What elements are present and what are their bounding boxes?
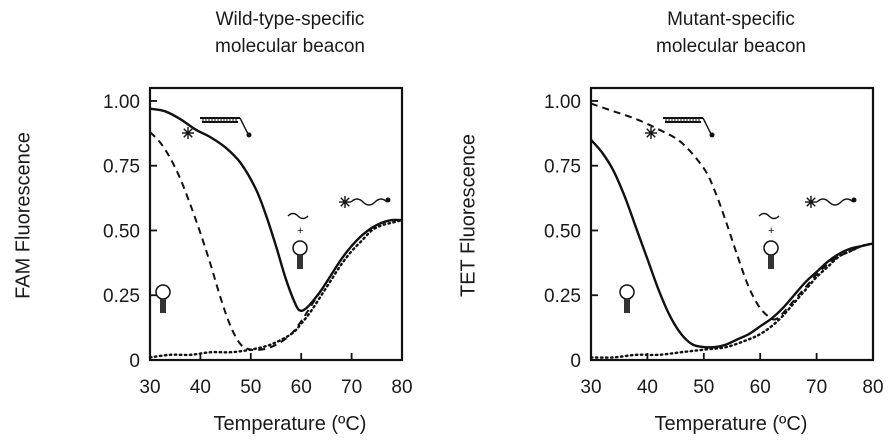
x-tick-label: 80 <box>862 377 883 398</box>
chart-plot-area: 0 0.25 0.50 0.75 1.00 30 40 50 60 70 80 + <box>103 86 413 398</box>
x-tick-label: 30 <box>580 377 601 398</box>
chart-plot-area: 0 0.25 0.50 0.75 1.00 30 40 50 60 70 80 + <box>544 86 884 398</box>
x-tick-label: 40 <box>190 377 211 398</box>
chart-title-line-2: molecular beacon <box>215 36 365 57</box>
chart-title: Wild-type-specific molecular beacon <box>160 6 420 60</box>
series-line-solid <box>149 107 403 313</box>
series-line-dashed <box>590 102 874 321</box>
x-tick-label: 50 <box>693 377 714 398</box>
y-tick-label: 1.00 <box>103 92 140 113</box>
y-tick-label: 0.25 <box>103 286 140 307</box>
x-tick-label: 70 <box>806 377 827 398</box>
chart-title-line-2: molecular beacon <box>656 36 806 57</box>
svg-text:+: + <box>297 225 303 237</box>
x-tick-label: 50 <box>240 377 261 398</box>
chart-panel-mutant: Mutant-specific molecular beacon 0 0.25 0.… <box>447 0 893 448</box>
series-line-dotted <box>148 218 404 359</box>
x-tick-label: 60 <box>750 377 771 398</box>
y-tick-label: 0.50 <box>103 221 140 242</box>
hybrid-duplex-icon <box>182 117 252 139</box>
x-tick-label: 40 <box>637 377 658 398</box>
plot-frame <box>589 86 875 362</box>
y-tick-label: 0.75 <box>544 157 581 178</box>
random-coil-probe-icon <box>805 196 857 208</box>
x-axis-label: Temperature (ºC) <box>213 413 367 435</box>
chart-title-line-1: Mutant-specific <box>667 9 795 30</box>
y-tick-label: 1.00 <box>544 92 581 113</box>
hairpin-plus-target-icon: + <box>287 212 309 269</box>
x-tick-label: 60 <box>291 377 312 398</box>
x-tick-label: 70 <box>341 377 362 398</box>
x-axis-label: Temperature (ºC) <box>654 413 808 435</box>
y-axis-label: FAM Fluorescence <box>12 132 35 299</box>
hairpin-plus-target-icon: + <box>758 212 780 269</box>
chart-title-line-1: Wild-type-specific <box>215 9 365 30</box>
hairpin-probe-icon <box>619 284 635 313</box>
random-coil-probe-icon <box>339 196 391 208</box>
y-tick-label: 0.50 <box>544 221 581 242</box>
x-tick-label: 80 <box>391 377 412 398</box>
hybrid-duplex-icon <box>645 117 715 139</box>
y-tick-label: 0 <box>129 351 140 372</box>
y-tick-label: 0 <box>570 351 581 372</box>
hairpin-probe-icon <box>155 284 171 313</box>
series-line-dotted <box>589 242 875 359</box>
series-line-solid <box>590 139 874 349</box>
x-tick-label: 30 <box>139 377 160 398</box>
chart-title: Mutant-specific molecular beacon <box>601 6 861 60</box>
y-axis-label: TET Fluorescence <box>457 133 480 298</box>
series-line-dashed <box>149 131 403 352</box>
y-tick-label: 0.75 <box>103 157 140 178</box>
svg-text:+: + <box>768 225 774 237</box>
plot-frame <box>148 86 404 362</box>
chart-panel-wild-type: Wild-type-specific molecular beacon 0 0.2… <box>0 0 446 448</box>
y-tick-label: 0.25 <box>544 286 581 307</box>
